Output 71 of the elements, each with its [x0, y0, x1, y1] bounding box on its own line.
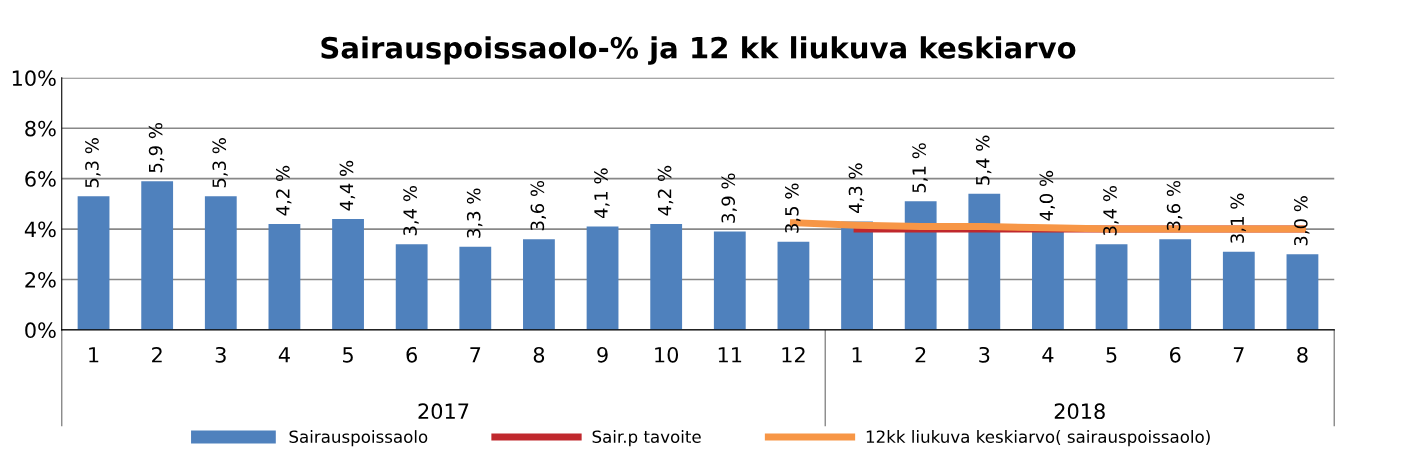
y-tick-label: 0% — [25, 322, 56, 339]
data-label: 3,4 % — [1103, 186, 1119, 236]
bar — [904, 201, 937, 330]
x-tick-label: 1 — [89, 347, 99, 363]
data-label: 4,2 % — [276, 165, 292, 216]
x-tick-label: 7 — [1233, 347, 1244, 363]
bar — [586, 226, 619, 330]
x-tick-label: 2 — [915, 346, 926, 363]
x-tick-label: 9 — [597, 346, 608, 363]
x-tick-label: 1 — [852, 347, 862, 363]
chart-title: Sairauspoissaolo-% ja 12 kk liukuva keskiarvo — [321, 36, 1076, 65]
data-label: 4,0 % — [1039, 170, 1056, 221]
y-tick-label: 10% — [12, 70, 56, 87]
data-label: 5,9 % — [148, 122, 165, 173]
bar — [141, 181, 174, 330]
x-tick-label: 3 — [215, 346, 226, 363]
bar — [268, 224, 301, 330]
x-tick-label: 12 — [782, 346, 805, 363]
data-label: 3,5 % — [785, 183, 801, 233]
bar — [77, 196, 110, 330]
data-label: 3,0 % — [1294, 196, 1310, 246]
bar — [332, 218, 364, 330]
bar — [1286, 254, 1319, 330]
data-label: 3,6 % — [530, 180, 547, 231]
data-label: 4,1 % — [594, 168, 610, 219]
x-tick-label: 10 — [655, 346, 679, 363]
text: 2017 — [418, 403, 469, 420]
data-label: 5,3 % — [212, 138, 228, 188]
x-tick-label: 6 — [406, 346, 417, 363]
x-tick-label: 7 — [470, 347, 481, 363]
y-tick-label: 2% — [25, 271, 56, 288]
data-label: 3,1 % — [1230, 193, 1246, 243]
data-label: 5,4 % — [975, 135, 992, 185]
y-tick-label: 4% — [24, 221, 56, 238]
bar — [650, 224, 683, 330]
data-label: 5,3 % — [85, 138, 101, 188]
data-label: 4,3 % — [848, 163, 865, 214]
bar — [713, 231, 746, 330]
data-label: 4,2 % — [657, 165, 674, 216]
bar — [459, 246, 492, 330]
y-tick-label: 6% — [25, 171, 56, 187]
x-tick-label: 8 — [1297, 346, 1308, 363]
data-label: 4,4 % — [339, 160, 356, 211]
bar — [395, 244, 428, 330]
x-tick-label: 6 — [1170, 346, 1181, 363]
bar — [1222, 251, 1255, 330]
x-tick-label: 5 — [343, 347, 353, 363]
bar — [523, 239, 555, 330]
data-label: 3,9 % — [721, 173, 737, 223]
x-tick-label: 5 — [1106, 347, 1117, 363]
bar — [1095, 244, 1128, 330]
bar — [841, 221, 873, 330]
bar — [1159, 239, 1192, 330]
data-label: 3,4 % — [403, 186, 419, 236]
x-tick-label: 4 — [278, 347, 290, 363]
data-label: 3,3 % — [466, 188, 483, 238]
x-tick-label: 3 — [979, 346, 990, 363]
bar — [777, 241, 810, 330]
text: 2018 — [1054, 403, 1105, 420]
x-tick-label: 2 — [152, 346, 162, 363]
data-label: 5,1 % — [912, 143, 928, 193]
data-label: 3,6 % — [1166, 180, 1183, 231]
x-tick-label: 8 — [533, 346, 545, 363]
bar — [204, 196, 237, 330]
legend-label: Sairauspoissaolo — [289, 430, 428, 447]
x-tick-label: 11 — [718, 347, 742, 363]
legend-label: Sair.p tavoite — [592, 430, 701, 447]
y-tick-label: 8% — [25, 120, 56, 137]
bar — [968, 193, 1001, 330]
x-tick-label: 4 — [1042, 347, 1054, 363]
legend-label: 12kk liukuva keskiarvo( sairauspoissaolo) — [866, 430, 1210, 447]
